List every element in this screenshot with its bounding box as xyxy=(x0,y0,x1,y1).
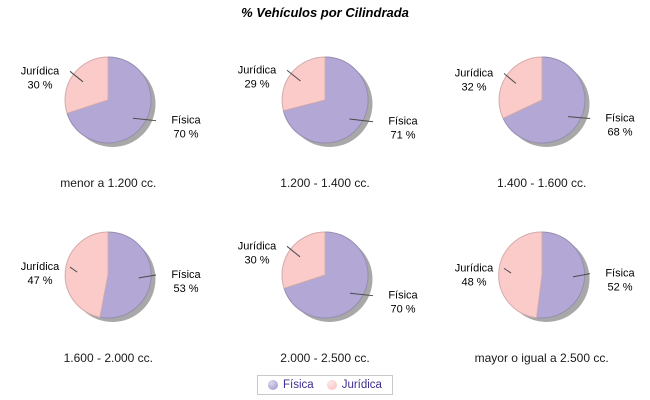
pie-slice-juridica[interactable] xyxy=(498,56,543,119)
leader-line xyxy=(503,267,512,274)
pie-grid: Física 70 % Jurídica 30 % menor a 1.200 cc. F… xyxy=(0,30,650,380)
legend-swatch-fisica xyxy=(268,380,279,390)
leader-line xyxy=(503,73,516,84)
slice-label-juridica: Jurídica 47 % xyxy=(21,261,60,287)
slice-label-fisica: Física 70 % xyxy=(388,290,418,316)
legend-box: Física Jurídica xyxy=(257,375,393,395)
pie-slice-fisica[interactable] xyxy=(502,56,586,144)
pie-slice-juridica[interactable] xyxy=(281,231,326,289)
pie-slice-juridica[interactable] xyxy=(64,56,109,114)
pie-slice-fisica[interactable] xyxy=(535,231,585,319)
leader-line xyxy=(572,273,590,278)
legend: Física Jurídica xyxy=(0,375,650,395)
category-label: 1.600 - 2.000 cc. xyxy=(63,351,154,365)
pie-svg: Física 68 % Jurídica 32 % xyxy=(454,56,635,147)
slice-label-fisica: Física 71 % xyxy=(388,116,418,142)
pie-slice-juridica[interactable] xyxy=(497,231,543,319)
pie-cell-4: Física 53 % Jurídica 47 % 1.600 - 2.000 cc. xyxy=(0,205,217,380)
leader-line xyxy=(286,69,301,82)
pie-svg: Física 71 % Jurídica 29 % xyxy=(238,56,419,147)
pie-cell-5: Física 70 % Jurídica 30 % 2.000 - 2.500 cc. xyxy=(217,205,434,380)
leader-line xyxy=(349,292,374,297)
category-label: 1.200 - 1.400 cc. xyxy=(280,176,370,190)
category-label: menor a 1.200 cc. xyxy=(60,176,157,190)
legend-item-juridica[interactable]: Jurídica xyxy=(326,379,382,391)
legend-label: Jurídica xyxy=(341,379,382,391)
leader-line xyxy=(133,117,157,122)
pie-cell-6: Física 52 % Jurídica 48 % mayor o igual a 2.… xyxy=(433,205,650,380)
pie-svg: Física 52 % Jurídica 48 % xyxy=(454,231,635,322)
slice-label-fisica: Física 68 % xyxy=(605,113,635,139)
slice-label-fisica: Física 52 % xyxy=(605,268,635,294)
pie-slice-fisica[interactable] xyxy=(283,231,369,319)
leader-line xyxy=(349,118,374,123)
pie-svg: Física 70 % Jurídica 30 % xyxy=(238,231,419,322)
pie-svg: Física 70 % Jurídica 30 % xyxy=(21,56,202,147)
slice-label-fisica: Física 53 % xyxy=(172,269,202,295)
leader-line xyxy=(567,116,590,120)
category-label: 2.000 - 2.500 cc. xyxy=(280,351,370,365)
chart-title: % Vehículos por Cilindrada xyxy=(241,5,409,20)
pie-slice-fisica[interactable] xyxy=(66,56,152,144)
slice-label-juridica: Jurídica 32 % xyxy=(454,68,493,94)
legend-label: Física xyxy=(283,379,314,391)
legend-swatch-juridica xyxy=(326,380,337,390)
leader-line xyxy=(70,266,78,273)
leader-line xyxy=(70,70,84,83)
legend-item-fisica[interactable]: Física xyxy=(268,379,314,391)
leader-line xyxy=(139,274,157,279)
category-label: 1.400 - 1.600 cc. xyxy=(496,176,587,190)
slice-label-fisica: Física 70 % xyxy=(172,115,202,141)
pie-cell-2: Física 71 % Jurídica 29 % 1.200 - 1.400 cc. xyxy=(217,30,434,205)
pie-cell-1: Física 70 % Jurídica 30 % menor a 1.200 cc. xyxy=(0,30,217,205)
slice-label-juridica: Jurídica 48 % xyxy=(454,262,493,288)
slice-label-juridica: Jurídica 30 % xyxy=(238,240,277,266)
category-label: mayor o igual a 2.500 cc. xyxy=(474,351,609,365)
pie-slice-juridica[interactable] xyxy=(64,231,109,318)
pie-slice-fisica[interactable] xyxy=(99,231,152,319)
pie-slice-fisica[interactable] xyxy=(282,56,369,144)
pie-svg: Física 53 % Jurídica 47 % xyxy=(21,231,202,322)
pie-cell-3: Física 68 % Jurídica 32 % 1.400 - 1.600 cc. xyxy=(433,30,650,205)
slice-label-juridica: Jurídica 30 % xyxy=(21,65,60,91)
slice-label-juridica: Jurídica 29 % xyxy=(238,64,277,90)
leader-line xyxy=(286,245,301,258)
